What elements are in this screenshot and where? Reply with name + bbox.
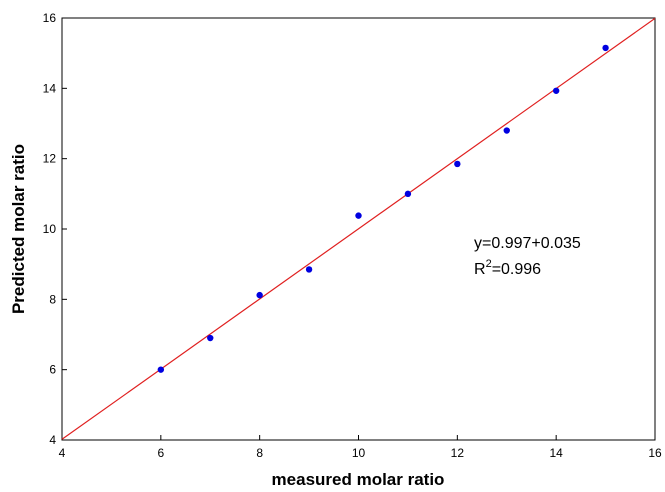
y-tick-label: 14 [43, 81, 57, 95]
point [157, 366, 165, 373]
point [305, 266, 313, 273]
annotation-text: =0.996 [492, 261, 541, 278]
x-tick-label: 6 [157, 446, 164, 460]
point [256, 291, 263, 299]
point [207, 334, 214, 342]
x-tick-label: 16 [648, 446, 662, 460]
y-tick-label: 4 [49, 433, 56, 447]
point [454, 160, 461, 168]
y-tick-label: 6 [49, 363, 56, 377]
y-tick-label: 10 [43, 222, 57, 236]
fit-line [61, 17, 656, 440]
x-axis-title: measured molar ratio [272, 470, 445, 489]
annotation: y=0.997+0.035 [474, 235, 581, 252]
y-axis-title: Predicted molar ratio [9, 144, 28, 314]
x-tick-label: 4 [59, 446, 66, 460]
y-tick-label: 16 [43, 11, 57, 25]
x-tick-label: 10 [352, 446, 366, 460]
point [404, 190, 412, 198]
x-tick-label: 14 [549, 446, 563, 460]
annotation-text: R [474, 261, 486, 278]
annotation-superscript: 2 [486, 258, 492, 270]
x-tick-label: 12 [451, 446, 465, 460]
y-tick-label: 12 [43, 152, 57, 166]
point [602, 44, 609, 52]
point [503, 127, 510, 134]
point [355, 212, 362, 219]
y-tick-label: 8 [49, 292, 56, 306]
annotation: R2=0.996 [474, 258, 541, 278]
x-tick-label: 8 [256, 446, 263, 460]
point [552, 87, 560, 94]
